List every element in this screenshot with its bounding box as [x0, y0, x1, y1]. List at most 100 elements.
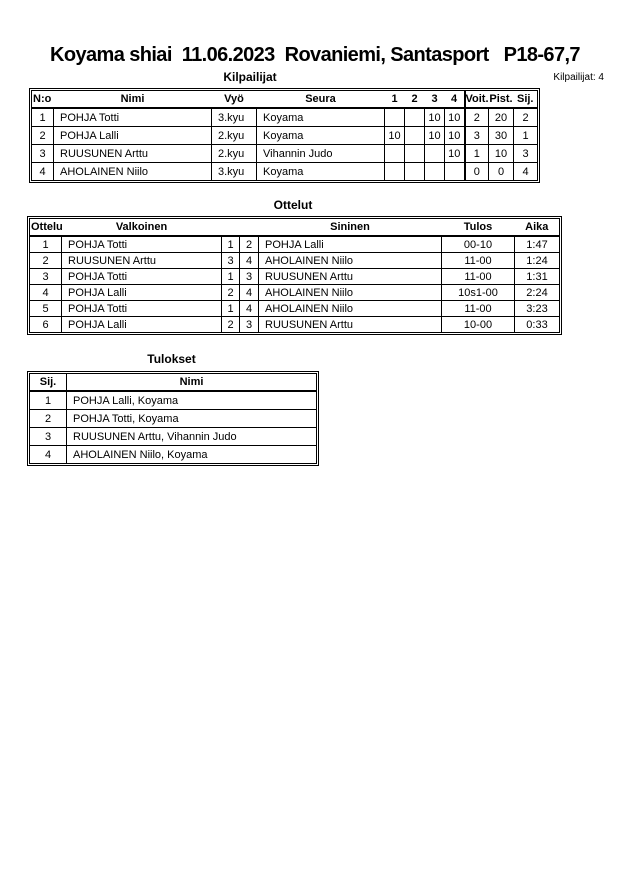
- col-header-place: Sij.: [513, 90, 538, 109]
- cell: 1:47: [514, 235, 560, 253]
- cell: RUUSUNEN Arttu: [258, 316, 442, 333]
- cell: 10: [424, 126, 445, 145]
- cell: 10: [444, 126, 465, 145]
- results-header-row: Sij. Nimi: [29, 373, 317, 392]
- cell: 3: [239, 268, 259, 285]
- results-section-title: Tulokset: [147, 352, 196, 366]
- cell: POHJA Lalli: [61, 316, 222, 333]
- cell: RUUSUNEN Arttu: [53, 144, 212, 163]
- cell: [444, 162, 465, 181]
- cell: AHOLAINEN Niilo: [53, 162, 212, 181]
- col-header-4: 4: [444, 90, 465, 109]
- cell: POHJA Totti: [61, 235, 222, 253]
- cell: 00-10: [441, 235, 515, 253]
- competitors-count-label: Kilpailijat: 4: [553, 72, 604, 83]
- cell: 1:24: [514, 252, 560, 269]
- col-header-place: Sij.: [29, 373, 67, 392]
- page-title: Koyama shiai 11.06.2023 Rovaniemi, Santa…: [50, 44, 581, 66]
- cell: 30: [488, 126, 514, 145]
- cell: 5: [29, 300, 62, 317]
- table-row: 2 RUUSUNEN Arttu 3 4 AHOLAINEN Niilo 11-…: [29, 252, 560, 269]
- table-row: 5 POHJA Totti 1 4 AHOLAINEN Niilo 11-00 …: [29, 300, 560, 317]
- competitors-table: N:o Nimi Vyö Seura 1 2 3 4 Voit. Pist. S…: [29, 88, 540, 183]
- cell: POHJA Totti: [53, 107, 212, 127]
- cell: Vihannin Judo: [256, 144, 385, 163]
- cell: 3: [239, 316, 259, 333]
- col-header-no: N:o: [31, 90, 54, 109]
- cell: 3: [513, 144, 538, 163]
- cell: 10: [488, 144, 514, 163]
- cell: 2.kyu: [211, 144, 257, 163]
- cell: 2: [239, 235, 259, 253]
- cell: 0:33: [514, 316, 560, 333]
- cell: 11-00: [441, 300, 515, 317]
- table-row: 2 POHJA Totti, Koyama: [29, 409, 317, 428]
- cell: POHJA Totti, Koyama: [66, 409, 317, 428]
- cell: 1: [29, 235, 62, 253]
- cell: 20: [488, 107, 514, 127]
- cell: 4: [31, 162, 54, 181]
- cell: 1:31: [514, 268, 560, 285]
- cell: 0: [463, 162, 489, 181]
- table-row: 4 AHOLAINEN Niilo 3.kyu Koyama 0 0 4: [31, 162, 538, 181]
- col-header-name: Nimi: [53, 90, 212, 109]
- cell: 1: [31, 107, 54, 127]
- col-header-points: Pist.: [488, 90, 514, 109]
- col-header-wins: Voit.: [463, 90, 489, 109]
- cell: 4: [239, 284, 259, 301]
- cell: 3: [463, 126, 489, 145]
- matches-table: Ottelu Valkoinen Sininen Tulos Aika 1 PO…: [27, 216, 562, 335]
- cell: 11-00: [441, 268, 515, 285]
- cell: Koyama: [256, 107, 385, 127]
- cell: 2: [221, 316, 240, 333]
- cell: 3: [221, 252, 240, 269]
- cell: [384, 162, 405, 181]
- cell: AHOLAINEN Niilo: [258, 300, 442, 317]
- table-row: 3 RUUSUNEN Arttu, Vihannin Judo: [29, 427, 317, 446]
- table-row: 1 POHJA Totti 1 2 POHJA Lalli 00-10 1:47: [29, 235, 560, 253]
- cell: [424, 162, 445, 181]
- cell: 2: [221, 284, 240, 301]
- cell: 1: [221, 235, 240, 253]
- cell: 2: [29, 252, 62, 269]
- cell: 3: [31, 144, 54, 163]
- cell: POHJA Lalli, Koyama: [66, 390, 317, 410]
- cell: [424, 144, 445, 163]
- col-header-3: 3: [424, 90, 445, 109]
- cell: POHJA Lalli: [61, 284, 222, 301]
- competitors-header-row: N:o Nimi Vyö Seura 1 2 3 4 Voit. Pist. S…: [31, 90, 538, 109]
- cell: RUUSUNEN Arttu, Vihannin Judo: [66, 427, 317, 446]
- cell: 10: [444, 107, 465, 127]
- matches-section-title: Ottelut: [273, 198, 313, 212]
- cell: 10: [384, 126, 405, 145]
- cell: 4: [513, 162, 538, 181]
- cell: [384, 144, 405, 163]
- cell: 2: [31, 126, 54, 145]
- cell: AHOLAINEN Niilo: [258, 284, 442, 301]
- cell: AHOLAINEN Niilo: [258, 252, 442, 269]
- cell: 10: [424, 107, 445, 127]
- col-header-1: 1: [384, 90, 405, 109]
- cell: POHJA Totti: [61, 300, 222, 317]
- cell: AHOLAINEN Niilo, Koyama: [66, 445, 317, 464]
- cell: POHJA Lalli: [258, 235, 442, 253]
- cell: 4: [239, 252, 259, 269]
- col-header-name: Nimi: [66, 373, 317, 392]
- cell: 3.kyu: [211, 107, 257, 127]
- cell: [404, 144, 425, 163]
- cell: 10-00: [441, 316, 515, 333]
- cell: POHJA Totti: [61, 268, 222, 285]
- col-header-white: Valkoinen: [61, 218, 222, 237]
- table-row: 6 POHJA Lalli 2 3 RUUSUNEN Arttu 10-00 0…: [29, 316, 560, 333]
- competitors-section-title: Kilpailijat: [223, 70, 277, 84]
- cell: 1: [513, 126, 538, 145]
- table-row: 1 POHJA Totti 3.kyu Koyama 10 10 2 20 2: [31, 107, 538, 127]
- cell: 0: [488, 162, 514, 181]
- cell: RUUSUNEN Arttu: [258, 268, 442, 285]
- cell: 3: [29, 427, 67, 446]
- cell: 2: [463, 107, 489, 127]
- col-header-belt: Vyö: [211, 90, 257, 109]
- cell: [404, 162, 425, 181]
- col-header-2: 2: [404, 90, 425, 109]
